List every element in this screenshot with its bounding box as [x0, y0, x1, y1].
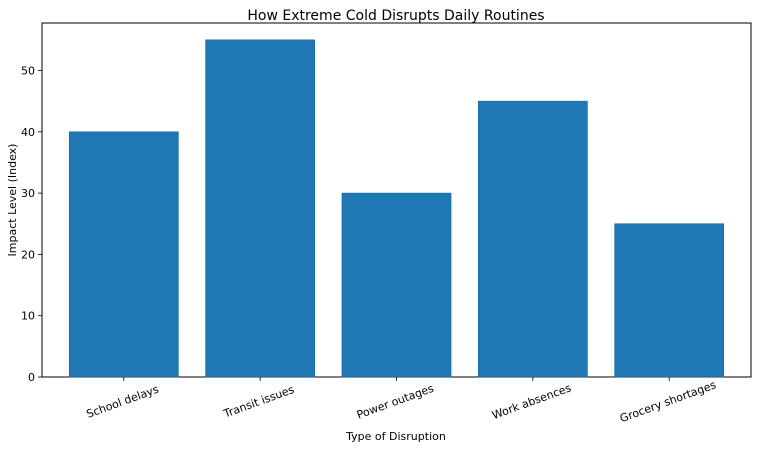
y-tick-label: 40 — [21, 126, 35, 139]
x-tick-label: School delays — [85, 383, 161, 421]
y-axis: 0 10 20 30 40 50 — [21, 65, 42, 384]
bar-grocery-shortages — [614, 223, 725, 378]
bar-power-outages — [341, 192, 452, 378]
y-tick-label: 20 — [21, 248, 35, 261]
y-tick-label: 30 — [21, 187, 35, 200]
x-axis-label: Type of Disruption — [345, 430, 446, 443]
y-tick-label: 0 — [28, 371, 35, 384]
bar-school-delays — [68, 131, 179, 378]
y-tick-label: 50 — [21, 65, 35, 78]
x-tick-label: Grocery shortages — [618, 378, 718, 425]
chart-title: How Extreme Cold Disrupts Daily Routines — [247, 8, 544, 24]
y-axis-label: Impact Level (Index) — [6, 144, 19, 257]
bars-group — [68, 39, 725, 378]
x-tick-label: Power outages — [355, 382, 436, 422]
bar-work-absences — [478, 100, 588, 378]
x-axis: School delays Transit issues Power outages… — [85, 377, 718, 425]
y-tick-label: 10 — [21, 310, 35, 323]
x-tick-label: Work absences — [490, 381, 573, 422]
x-tick-label: Transit issues — [221, 383, 296, 421]
bar-transit-issues — [205, 39, 315, 378]
